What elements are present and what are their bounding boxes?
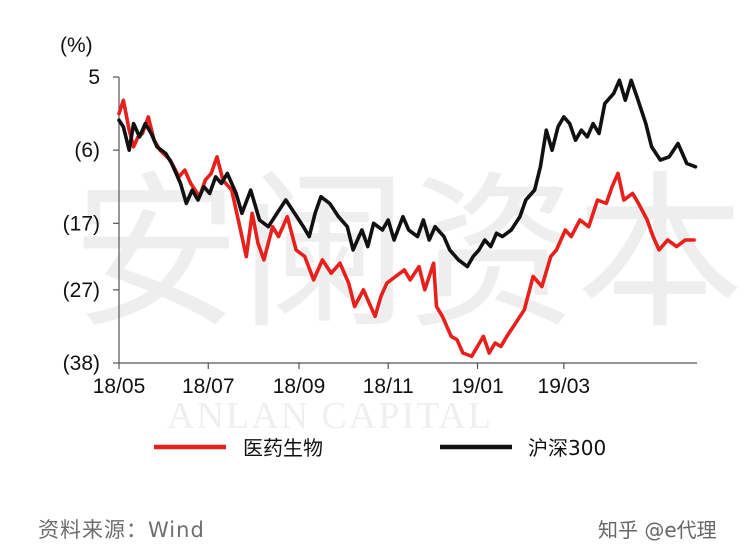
background-watermark-english: ANLAN CAPITAL [167, 395, 493, 437]
x-tick-label: 19/01 [451, 375, 504, 398]
legend-label-0: 医药生物 [243, 436, 323, 460]
y-tick-label: (38) [63, 352, 100, 375]
y-axis-unit-label: (%) [60, 34, 93, 57]
x-tick-label: 18/11 [363, 375, 414, 398]
x-tick-label: 18/05 [93, 375, 146, 398]
plot-area [117, 78, 698, 359]
x-tick-label: 19/03 [538, 375, 591, 398]
series-line-1 [117, 78, 698, 269]
y-tick-label: (17) [63, 212, 100, 235]
x-tick-label: 18/09 [273, 375, 326, 398]
x-tick-label: 18/07 [182, 375, 235, 398]
y-tick-label: (6) [74, 139, 100, 162]
x-axis: 18/05 18/07 18/09 18/11 19/01 19/03 [93, 362, 697, 398]
background-watermark-chinese: 安阑资本 [72, 156, 744, 352]
y-tick-label: (27) [63, 279, 100, 302]
source-note: 资料来源：Wind [38, 518, 205, 542]
background-watermark: 安阑资本 ANLAN CAPITAL [72, 156, 744, 437]
footer-watermark: 知乎 @e代理 [598, 518, 717, 542]
y-axis: 5 (6) (17) (27) (38) [63, 66, 120, 375]
legend: 医药生物 沪深300 [154, 436, 606, 460]
y-tick-label: 5 [88, 66, 100, 89]
legend-label-1: 沪深300 [528, 436, 606, 460]
